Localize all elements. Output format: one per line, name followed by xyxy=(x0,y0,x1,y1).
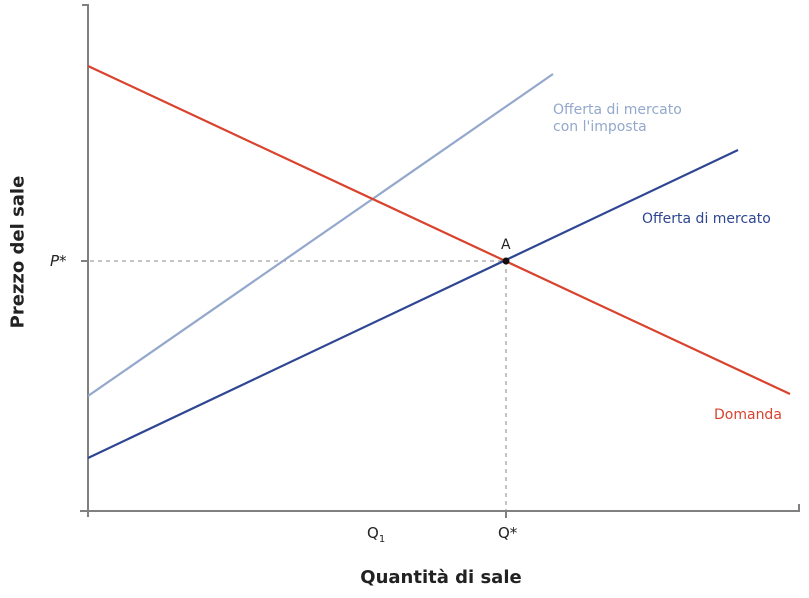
qstar-label: Q* xyxy=(498,524,518,542)
axes xyxy=(80,4,800,518)
supply-tax-label-line1: Offerta di mercato xyxy=(553,102,682,118)
supply-tax-label-line2: con l'imposta xyxy=(553,119,647,135)
point-a-label: A xyxy=(501,237,511,253)
y-axis-label: Prezzo del sale xyxy=(7,175,29,329)
supply-tax-label: Offerta di mercato con l'imposta xyxy=(553,102,682,136)
x-axis-label: Quantità di sale xyxy=(360,567,522,588)
supply-line xyxy=(87,149,739,459)
demand-line xyxy=(87,65,791,395)
q1-label: Q1 xyxy=(367,524,385,545)
supply-label: Offerta di mercato xyxy=(642,211,771,227)
demand-label: Domanda xyxy=(714,407,782,423)
y-axis xyxy=(82,4,89,511)
x-axis xyxy=(80,504,800,512)
q1-subscript: 1 xyxy=(378,534,386,545)
supply-tax-line xyxy=(87,73,554,397)
q1-main: Q xyxy=(367,524,379,542)
guide-lines xyxy=(90,260,507,511)
pstar-label: P* xyxy=(50,252,67,270)
equilibrium-point xyxy=(502,257,510,265)
